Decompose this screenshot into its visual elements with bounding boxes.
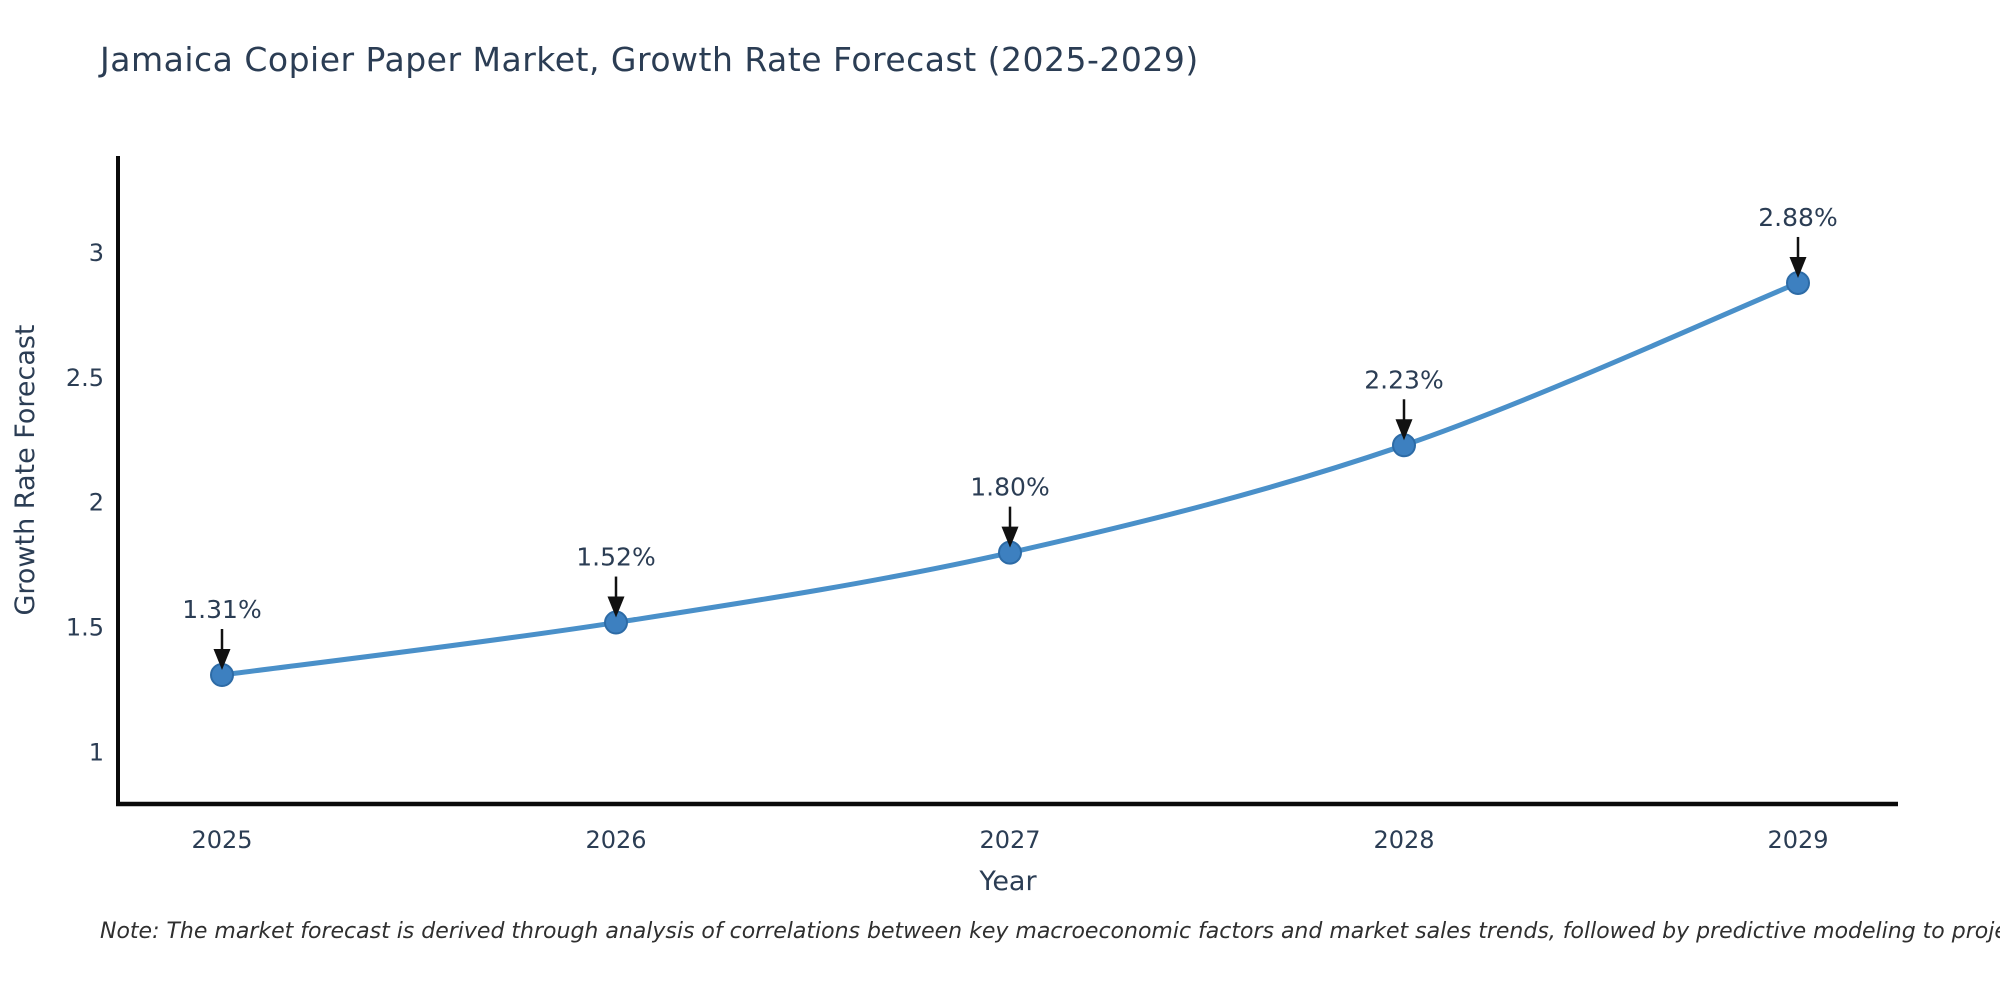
footnote: Note: The market forecast is derived thr… (100, 919, 2000, 944)
y-tick-label: 3 (89, 239, 104, 267)
x-tick-label: 2029 (1767, 826, 1828, 854)
data-point-value-label: 1.31% (182, 595, 261, 624)
annotation-arrowhead (1001, 526, 1019, 548)
y-tick-label: 2.5 (66, 364, 104, 392)
y-tick-label: 1 (89, 738, 104, 766)
data-point-value-label: 2.23% (1364, 365, 1443, 394)
chart-title: Jamaica Copier Paper Market, Growth Rate… (100, 40, 1199, 79)
x-tick-label: 2028 (1373, 826, 1434, 854)
data-point-value-label: 2.88% (1758, 203, 1837, 232)
x-tick-label: 2025 (191, 826, 252, 854)
y-tick-label: 2 (89, 489, 104, 517)
annotation-arrowhead (1789, 256, 1807, 278)
x-tick-label: 2027 (979, 826, 1040, 854)
data-point-value-label: 1.80% (970, 473, 1049, 502)
annotation-arrowhead (607, 596, 625, 618)
annotation-arrowhead (213, 648, 231, 670)
y-axis-title: Growth Rate Forecast (10, 324, 41, 615)
y-tick-label: 1.5 (66, 614, 104, 642)
annotation-arrowhead (1395, 419, 1413, 441)
x-tick-label: 2026 (585, 826, 646, 854)
x-axis-title: Year (978, 866, 1037, 897)
data-point-value-label: 1.52% (576, 543, 655, 572)
